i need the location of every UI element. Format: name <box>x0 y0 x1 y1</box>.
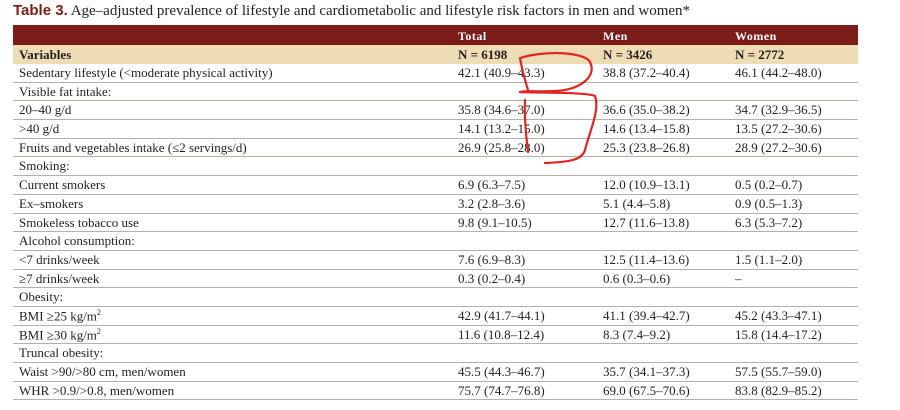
table-label: Table 3. <box>13 2 68 19</box>
total-n: N = 6198 <box>458 47 508 62</box>
men-value: 12.0 (10.9–13.1) <box>603 177 690 193</box>
table-title: Age–adjusted prevalence of lifestyle and… <box>70 3 691 19</box>
men-value: 36.6 (35.0–38.2) <box>603 102 690 118</box>
women-value: 34.7 (32.9–36.5) <box>735 102 822 118</box>
table-row: Truncal obesity: <box>13 344 858 363</box>
subheader-row: Variables N = 6198 N = 3426 N = 2772 <box>13 45 858 64</box>
table-row: WHR >0.9/>0.8, men/women 75.7 (74.7–76.8)… <box>13 382 858 401</box>
total-value: 0.3 (0.2–0.4) <box>458 270 526 286</box>
table-row: Waist >90/>80 cm, men/women 45.5 (44.3–46… <box>13 363 858 382</box>
row-label: Ex–smokers <box>19 195 84 211</box>
row-label: Fruits and vegetables intake (≤2 serving… <box>19 139 247 155</box>
total-value: 14.1 (13.2–15.0) <box>458 121 545 137</box>
table-body: Sedentary lifestyle (<moderate physical … <box>13 64 858 401</box>
row-label: Waist >90/>80 cm, men/women <box>19 364 186 379</box>
row-label: BMI ≥30 kg/m2 <box>19 326 101 342</box>
table-caption: Table 3. Age–adjusted prevalence of life… <box>13 2 690 20</box>
total-value: 3.2 (2.8–3.6) <box>458 195 526 211</box>
table-row: Visible fat intake: <box>13 83 858 102</box>
row-label: Truncal obesity: <box>19 345 104 361</box>
men-value: 41.1 (39.4–42.7) <box>603 307 690 323</box>
women-value: 45.2 (43.3–47.1) <box>735 307 822 323</box>
variables-heading: Variables <box>19 47 72 62</box>
row-label: >40 g/d <box>19 121 60 137</box>
total-value: 11.6 (10.8–12.4) <box>458 326 545 342</box>
men-value: 12.5 (11.4–13.6) <box>603 251 690 267</box>
column-header-men: Men <box>603 29 628 43</box>
table-row: Ex–smokers 3.2 (2.8–3.6) 5.1 (4.4–5.8) 0.9 … <box>13 195 858 214</box>
row-label: WHR >0.9/>0.8, men/women <box>19 382 175 398</box>
total-value: 45.5 (44.3–46.7) <box>458 364 545 379</box>
total-value: 42.9 (41.7–44.1) <box>458 307 545 323</box>
table-row: BMI ≥30 kg/m2 11.6 (10.8–12.4) 8.3 (7.4–9.… <box>13 326 858 345</box>
column-header-row: Total Men Women <box>13 25 858 45</box>
total-value: 75.7 (74.7–76.8) <box>458 382 545 398</box>
table-row: Fruits and vegetables intake (≤2 serving… <box>13 139 858 158</box>
row-label: Current smokers <box>19 177 106 193</box>
row-label: Smoking: <box>19 158 70 174</box>
total-value: 42.1 (40.9–43.3) <box>458 65 545 80</box>
data-table: Total Men Women Variables N = 6198 N = 3… <box>13 25 858 401</box>
women-value: 1.5 (1.1–2.0) <box>735 251 803 267</box>
women-value: 83.8 (82.9–85.2) <box>735 382 822 398</box>
men-value: 69.0 (67.5–70.6) <box>603 382 690 398</box>
total-value: 26.9 (25.8–28.0) <box>458 139 545 155</box>
total-value: 35.8 (34.6–37.0) <box>458 102 545 118</box>
row-label: 20–40 g/d <box>19 102 72 118</box>
table-row: 20–40 g/d 35.8 (34.6–37.0) 36.6 (35.0–38.2… <box>13 101 858 121</box>
row-label: Visible fat intake: <box>19 83 112 99</box>
women-value: 28.9 (27.2–30.6) <box>735 139 822 155</box>
table-row: Current smokers 6.9 (6.3–7.5) 12.0 (10.9–1… <box>13 176 858 195</box>
women-value: 0.9 (0.5–1.3) <box>735 195 803 211</box>
total-value: 7.6 (6.9–8.3) <box>458 251 526 267</box>
total-value: 6.9 (6.3–7.5) <box>458 177 526 193</box>
men-value: 12.7 (11.6–13.8) <box>603 214 690 230</box>
column-header-women: Women <box>735 29 777 43</box>
table-row: BMI ≥25 kg/m2 42.9 (41.7–44.1) 41.1 (39.4–… <box>13 307 858 326</box>
row-label: Obesity: <box>19 289 64 305</box>
row-label: Sedentary lifestyle (<moderate physical … <box>19 65 273 80</box>
column-header-total: Total <box>458 29 487 43</box>
men-value: 5.1 (4.4–5.8) <box>603 195 671 211</box>
table-row: Smoking: <box>13 157 858 177</box>
table-row: Sedentary lifestyle (<moderate physical … <box>13 64 858 83</box>
row-label: BMI ≥25 kg/m2 <box>19 307 101 324</box>
row-label: Smokeless tobacco use <box>19 214 139 230</box>
men-n: N = 3426 <box>603 47 653 62</box>
table-row: Alcohol consumption: <box>13 232 858 251</box>
women-value: 6.3 (5.3–7.2) <box>735 214 803 230</box>
men-value: 38.8 (37.2–40.4) <box>603 65 690 80</box>
row-label: Alcohol consumption: <box>19 233 135 249</box>
men-value: 8.3 (7.4–9.2) <box>603 326 671 342</box>
men-value: 14.6 (13.4–15.8) <box>603 121 690 137</box>
row-label: ≥7 drinks/week <box>19 270 100 286</box>
table-row: >40 g/d 14.1 (13.2–15.0) 14.6 (13.4–15.8) 1… <box>13 120 858 139</box>
table-row: Smokeless tobacco use 9.8 (9.1–10.5) 12.7 … <box>13 214 858 233</box>
row-label: <7 drinks/week <box>19 251 100 267</box>
women-value: 15.8 (14.4–17.2) <box>735 326 822 342</box>
men-value: 25.3 (23.8–26.8) <box>603 139 690 155</box>
table-row: <7 drinks/week 7.6 (6.9–8.3) 12.5 (11.4–13… <box>13 251 858 270</box>
men-value: 35.7 (34.1–37.3) <box>603 364 690 379</box>
table-row: ≥7 drinks/week 0.3 (0.2–0.4) 0.6 (0.3–0.6)… <box>13 270 858 289</box>
women-value: 0.5 (0.2–0.7) <box>735 177 803 193</box>
women-value: 57.5 (55.7–59.0) <box>735 364 822 379</box>
women-value: – <box>735 270 742 286</box>
total-value: 9.8 (9.1–10.5) <box>458 214 532 230</box>
women-n: N = 2772 <box>735 47 785 62</box>
table-row: Obesity: <box>13 288 858 307</box>
men-value: 0.6 (0.3–0.6) <box>603 270 671 286</box>
women-value: 13.5 (27.2–30.6) <box>735 121 822 137</box>
women-value: 46.1 (44.2–48.0) <box>735 65 822 80</box>
